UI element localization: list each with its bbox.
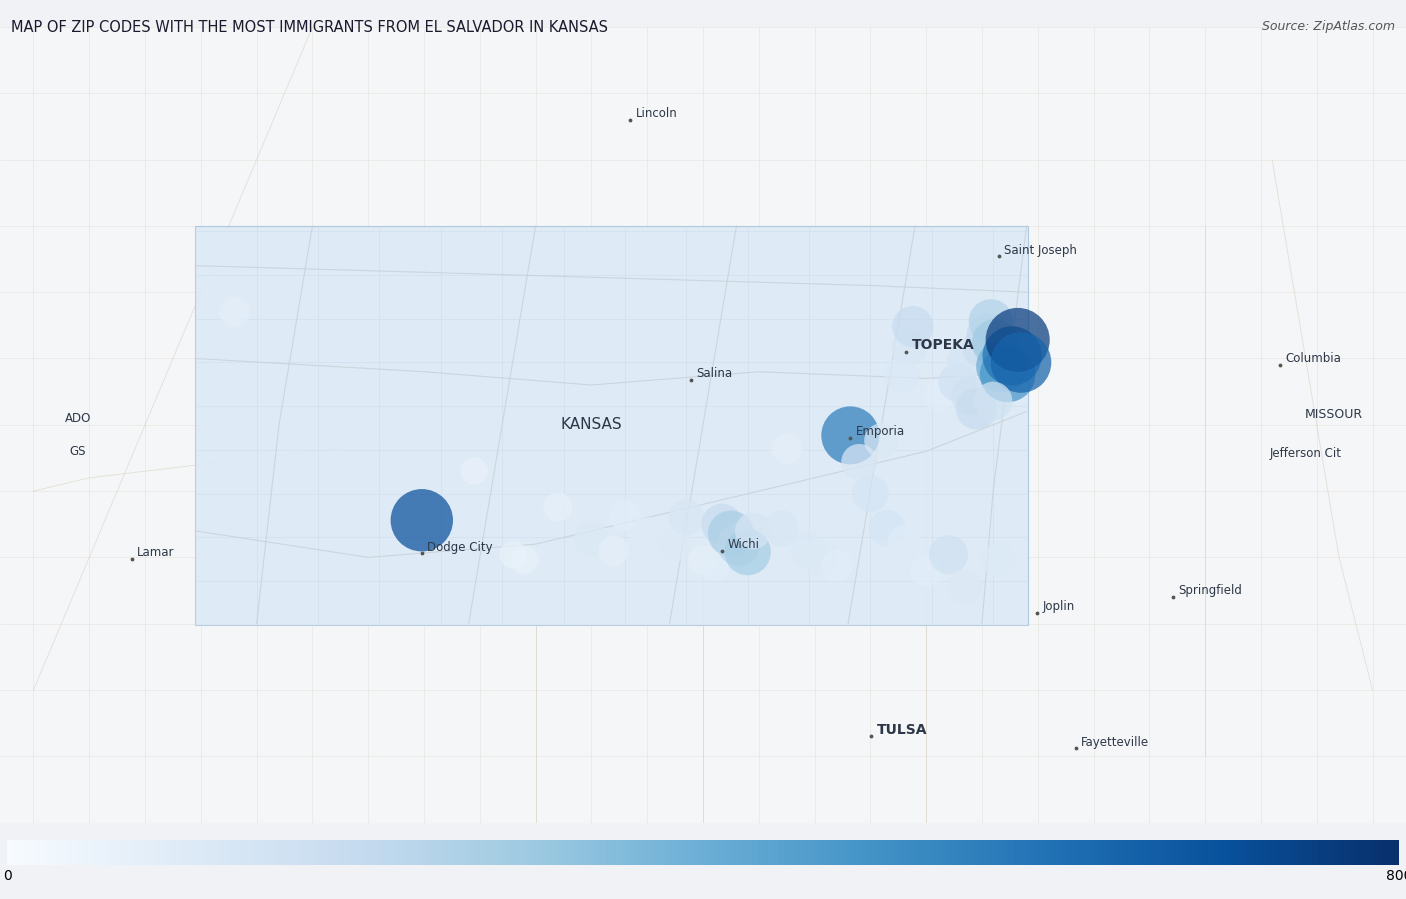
Point [636, 526, 658, 540]
Text: Lincoln: Lincoln [636, 107, 678, 120]
Point [547, 500, 569, 514]
Point [825, 558, 848, 573]
Point [901, 319, 924, 334]
Point [959, 388, 981, 403]
Point [980, 314, 1002, 328]
Point [991, 360, 1014, 374]
Point [955, 579, 977, 593]
Point [859, 486, 882, 501]
Point [603, 544, 626, 558]
Point [703, 558, 725, 573]
Bar [195, 226, 1028, 625]
Point [976, 327, 998, 342]
Point [839, 428, 862, 442]
Text: TULSA: TULSA [877, 723, 928, 736]
Text: Joplin: Joplin [1042, 601, 1074, 613]
Text: KANSAS: KANSAS [561, 417, 623, 432]
Text: Springfield: Springfield [1178, 584, 1243, 597]
Point [776, 441, 799, 456]
Point [742, 523, 765, 538]
Point [938, 547, 960, 562]
Point [987, 553, 1010, 567]
Text: GS: GS [70, 445, 86, 458]
Text: Fayetteville: Fayetteville [1081, 735, 1149, 749]
Point [463, 464, 485, 478]
Text: Jefferson Cit: Jefferson Cit [1270, 448, 1341, 460]
Point [720, 526, 742, 540]
Point [928, 388, 950, 403]
Point [984, 335, 1007, 350]
Point [893, 534, 915, 548]
Point [808, 550, 831, 565]
Point [915, 564, 938, 578]
Point [898, 341, 921, 355]
Text: Wichi: Wichi [727, 538, 759, 551]
Point [664, 537, 686, 551]
Point [870, 433, 893, 448]
Point [613, 508, 636, 522]
Point [411, 513, 433, 528]
Point [1010, 355, 1032, 369]
Point [1007, 333, 1029, 347]
Text: Salina: Salina [696, 367, 733, 380]
Point [737, 545, 759, 559]
Point [581, 531, 603, 546]
Point [946, 375, 969, 389]
Point [502, 547, 524, 562]
Point [970, 341, 993, 355]
Text: Dodge City: Dodge City [427, 540, 494, 554]
Point [675, 511, 697, 525]
Point [1001, 349, 1024, 363]
Point [692, 553, 714, 567]
Text: TOPEKA: TOPEKA [911, 338, 974, 352]
Point [955, 354, 977, 369]
Text: MISSOUR: MISSOUR [1305, 407, 1362, 421]
Text: Source: ZipAtlas.com: Source: ZipAtlas.com [1261, 20, 1395, 32]
Point [876, 521, 898, 536]
Point [965, 402, 987, 416]
Text: Columbia: Columbia [1285, 352, 1341, 365]
Text: ADO: ADO [65, 412, 91, 424]
Point [770, 521, 793, 536]
Text: MAP OF ZIP CODES WITH THE MOST IMMIGRANTS FROM EL SALVADOR IN KANSAS: MAP OF ZIP CODES WITH THE MOST IMMIGRANT… [11, 20, 609, 35]
Point [710, 517, 733, 531]
Text: Saint Joseph: Saint Joseph [1004, 244, 1077, 256]
Point [513, 553, 536, 567]
Point [797, 544, 820, 558]
Text: Lamar: Lamar [138, 546, 174, 559]
Point [727, 537, 749, 551]
Point [224, 305, 246, 319]
Point [981, 394, 1004, 408]
Point [997, 367, 1019, 381]
Point [890, 367, 912, 381]
Text: Emporia: Emporia [856, 425, 905, 438]
Point [848, 455, 870, 469]
